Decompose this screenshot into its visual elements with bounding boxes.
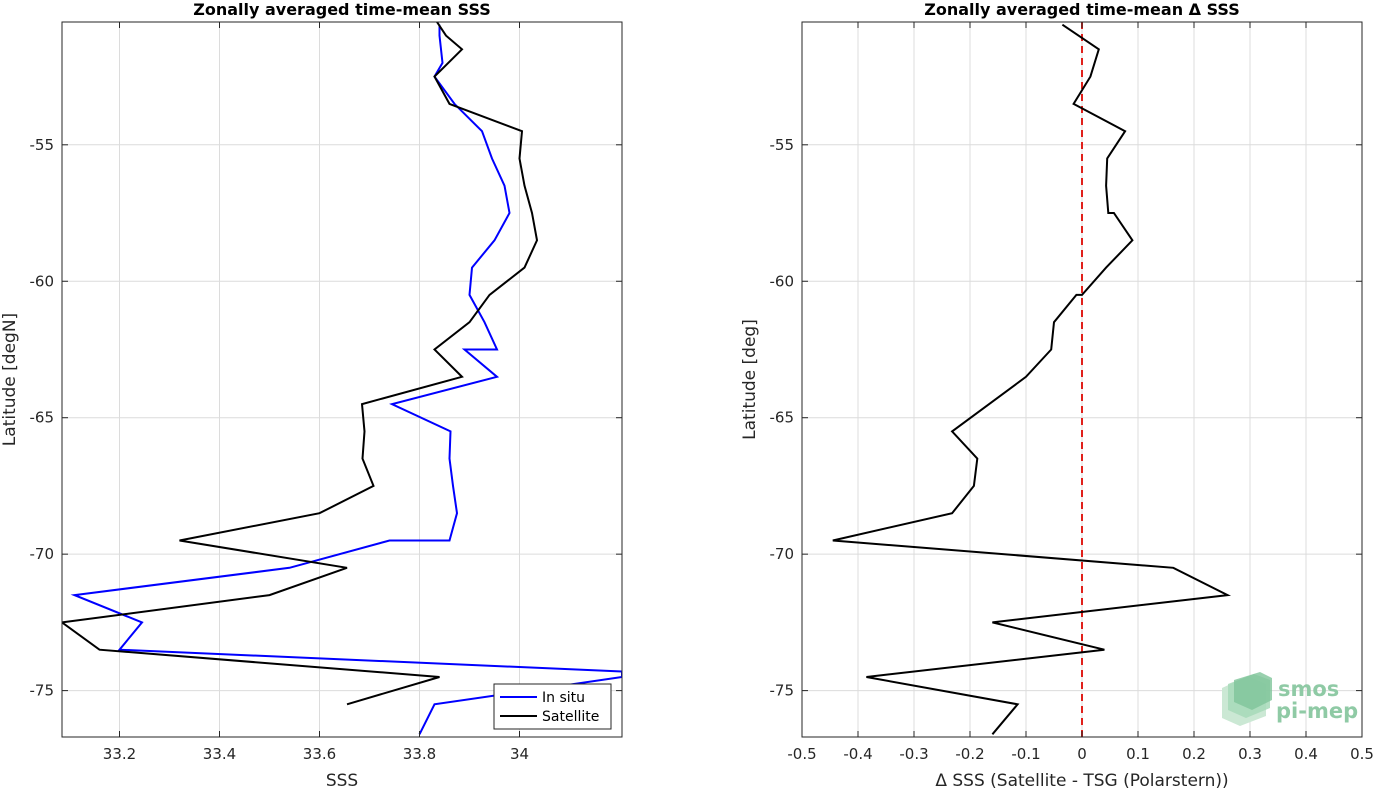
right-panel-delta-sss: -0.5 -0.4 -0.3 -0.2 -0.1 0 0.1 0.2 0.3 0.4 0.5 -55 -… xyxy=(740,0,1374,790)
x-axis-label: Δ SSS (Satellite - TSG (Polarstern)) xyxy=(935,771,1228,790)
logo-text-smos: smos xyxy=(1278,677,1339,701)
y-tick-label: -65 xyxy=(30,409,55,427)
x-tick-label: 0.1 xyxy=(1126,745,1150,763)
x-tick-label: 33.8 xyxy=(403,745,436,763)
y-axis-label: Latitude [deg] xyxy=(740,319,760,440)
series-line-in-situ xyxy=(70,24,622,735)
plot-area xyxy=(62,22,622,737)
chart-title: Zonally averaged time-mean SSS xyxy=(193,0,491,19)
legend-label-in-situ: In situ xyxy=(542,690,585,706)
series-line-0 xyxy=(832,23,1232,735)
x-axis-label: SSS xyxy=(326,771,358,790)
x-tick-label: 0.3 xyxy=(1238,745,1262,763)
legend-label-satellite: Satellite xyxy=(542,709,599,725)
y-axis-label: Latitude [degN] xyxy=(0,313,20,446)
x-tick-label: -0.2 xyxy=(955,745,984,763)
y-tick-label: -55 xyxy=(30,136,55,154)
legend-box xyxy=(493,683,612,730)
y-tick-label: -65 xyxy=(770,409,795,427)
x-tick-label: 33.6 xyxy=(303,745,336,763)
axes-frame xyxy=(61,21,623,738)
x-tick-label: 0 xyxy=(1077,745,1087,763)
x-tick-label: -0.1 xyxy=(1011,745,1040,763)
series-line-satellite xyxy=(62,22,539,706)
x-tick-label: -0.4 xyxy=(843,745,872,763)
y-tick-label: -75 xyxy=(30,682,55,700)
x-tick-label: 33.2 xyxy=(103,745,136,763)
left-panel-sss: 33.2 33.4 33.6 33.8 34 -55 -60 -65 -70 -75 Zonally… xyxy=(0,0,623,790)
y-tick-label: -70 xyxy=(770,545,795,563)
x-tick-label: 34 xyxy=(510,745,529,763)
x-tick-label: 33.4 xyxy=(203,745,236,763)
x-tick-label: -0.3 xyxy=(899,745,928,763)
y-tick-label: -75 xyxy=(770,682,795,700)
logo-text-pi-mep: pi-mep xyxy=(1276,699,1358,723)
x-tick-label: 0.2 xyxy=(1182,745,1206,763)
y-tick-label: -60 xyxy=(30,272,55,290)
x-tick-label: 0.5 xyxy=(1350,745,1374,763)
x-tick-label: 0.4 xyxy=(1294,745,1318,763)
x-tick-label: -0.5 xyxy=(787,745,816,763)
legend: In situ Satellite xyxy=(493,683,612,730)
y-tick-label: -70 xyxy=(30,545,55,563)
smos-pi-mep-logo: smos pi-mep xyxy=(1222,672,1358,726)
y-tick-label: -55 xyxy=(770,136,795,154)
logo-emblem-icon xyxy=(1222,672,1272,726)
chart-title: Zonally averaged time-mean Δ SSS xyxy=(924,0,1240,19)
y-tick-label: -60 xyxy=(770,272,795,290)
